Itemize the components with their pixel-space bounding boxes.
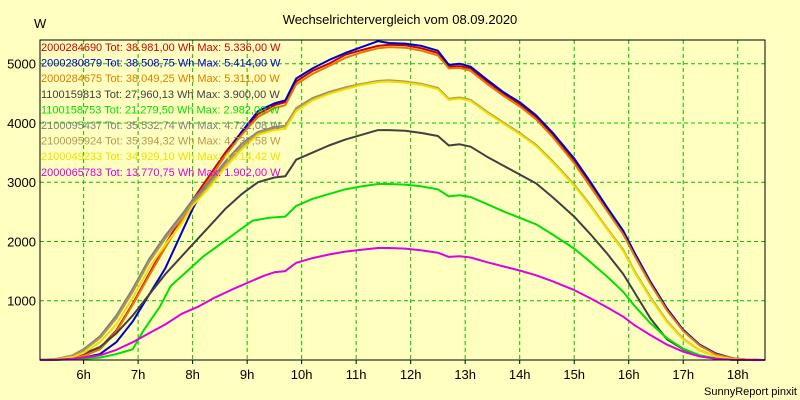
y-tick-label: 3000	[7, 175, 36, 190]
x-tick-label: 7h	[131, 367, 145, 382]
series-line-4	[39, 129, 765, 361]
plot-frame	[39, 39, 766, 361]
series-lines	[39, 40, 766, 361]
legend: 2000284690 Tot: 38.981,00 Wh Max: 5.336,…	[41, 42, 281, 179]
x-axis-ticks: 6h 7h 8h 9h 10h 11h 12h 13h 14h 15h 16h 17h 18h	[76, 360, 749, 382]
legend-entry-7: 2100095924 Tot: 35.394,32 Wh Max: 4.737,…	[41, 136, 281, 148]
legend-entry-1: 2000284690 Tot: 38.981,00 Wh Max: 5.336,…	[41, 42, 281, 54]
series-line-9	[39, 247, 765, 361]
x-tick-label: 9h	[240, 367, 254, 382]
series-line-3	[39, 46, 766, 361]
chart-title: Wechselrichtervergleich vom 08.09.2020	[283, 12, 518, 27]
y-tick-label: 5000	[7, 57, 36, 72]
x-tick-label: 14h	[509, 367, 531, 382]
series-line-2	[39, 40, 766, 361]
series-line-5	[39, 183, 765, 361]
legend-entry-4: 1100159813 Tot: 27.960,13 Wh Max: 3.900,…	[41, 89, 280, 101]
legend-entry-9: 2000065783 Tot: 13.770,75 Wh Max: 1.902,…	[41, 167, 281, 179]
y-axis-ticks: 1000 2000 3000 4000 5000	[7, 57, 36, 309]
x-tick-label: 18h	[727, 367, 749, 382]
y-tick-label: 4000	[7, 116, 36, 131]
legend-entry-5: 1100158753 Tot: 21.279,50 Wh Max: 2.982,…	[41, 104, 280, 116]
x-tick-label: 16h	[618, 367, 640, 382]
y-tick-label: 1000	[7, 294, 36, 309]
x-tick-label: 12h	[400, 367, 422, 382]
legend-entry-8: 2100049233 Tot: 34.929,10 Wh Max: 4.714,…	[41, 151, 281, 163]
legend-entry-6: 2100095437 Tot: 35.532,74 Wh Max: 4.721,…	[41, 120, 281, 132]
x-tick-label: 11h	[346, 367, 367, 382]
x-tick-label: 15h	[563, 367, 585, 382]
y-tick-label: 2000	[7, 234, 36, 249]
y-axis-label: W	[34, 16, 47, 31]
legend-entry-2: 2000280879 Tot: 38.508,75 Wh Max: 5.414,…	[41, 58, 281, 70]
x-tick-label: 8h	[185, 367, 199, 382]
footer-credit: SunnyReport pinxit	[704, 386, 797, 398]
x-tick-label: 13h	[454, 367, 476, 382]
x-tick-label: 17h	[672, 367, 694, 382]
x-tick-label: 6h	[76, 367, 90, 382]
series-line-8	[39, 80, 766, 361]
x-tick-label: 10h	[291, 367, 313, 382]
legend-entry-3: 2000284675 Tot: 38.049,25 Wh Max: 5.311,…	[41, 73, 280, 85]
